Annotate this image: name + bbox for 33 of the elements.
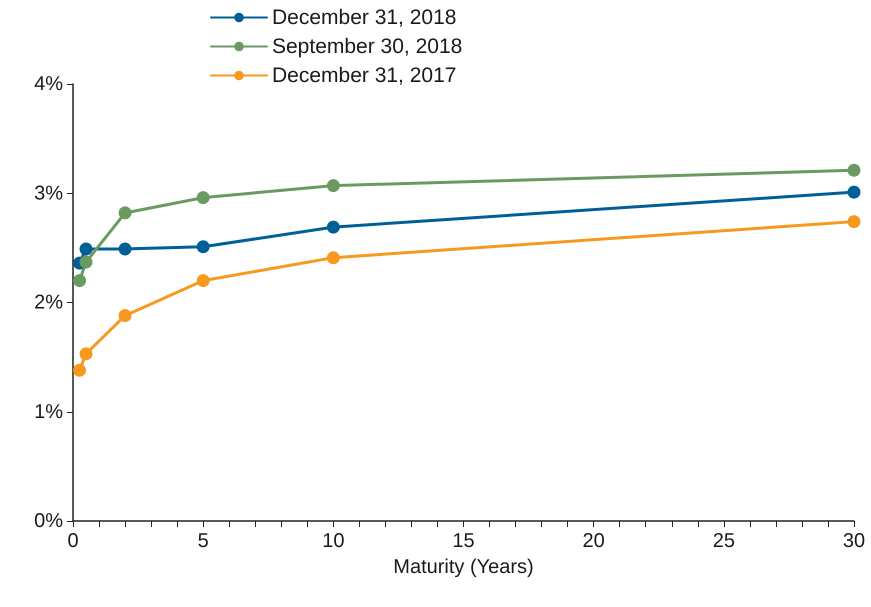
x-tick-label: 30 — [842, 530, 866, 552]
point — [848, 186, 860, 199]
x-tick-label: 10 — [322, 530, 344, 552]
point — [326, 220, 340, 234]
point — [196, 240, 210, 254]
point — [118, 242, 132, 256]
x-axis-title: Maturity (Years) — [393, 556, 534, 578]
point — [80, 256, 93, 269]
point — [196, 274, 210, 288]
point — [118, 309, 132, 322]
y-tick-label: 0% — [34, 510, 64, 532]
point — [848, 215, 860, 228]
point — [80, 347, 93, 360]
point — [73, 274, 86, 288]
x-tick-label: 5 — [198, 530, 209, 552]
legend-label: September 30, 2018 — [272, 35, 462, 58]
point — [848, 164, 860, 177]
x-tick-label: 15 — [452, 530, 475, 552]
legend-label: December 31, 2017 — [272, 64, 456, 87]
point — [326, 251, 340, 264]
y-tick-label: 4% — [34, 73, 64, 95]
point — [196, 191, 210, 204]
x-tick-label: 20 — [582, 530, 605, 552]
legend-label: December 31, 2018 — [272, 6, 456, 29]
y-tick-label: 2% — [34, 292, 64, 314]
point — [80, 242, 93, 256]
point — [326, 179, 340, 192]
y-tick-label: 3% — [34, 182, 64, 204]
x-tick-label: 0 — [67, 530, 79, 552]
y-tick-label: 1% — [34, 400, 64, 423]
x-tick-label: 25 — [712, 530, 735, 552]
point — [73, 364, 86, 377]
point — [118, 206, 132, 220]
